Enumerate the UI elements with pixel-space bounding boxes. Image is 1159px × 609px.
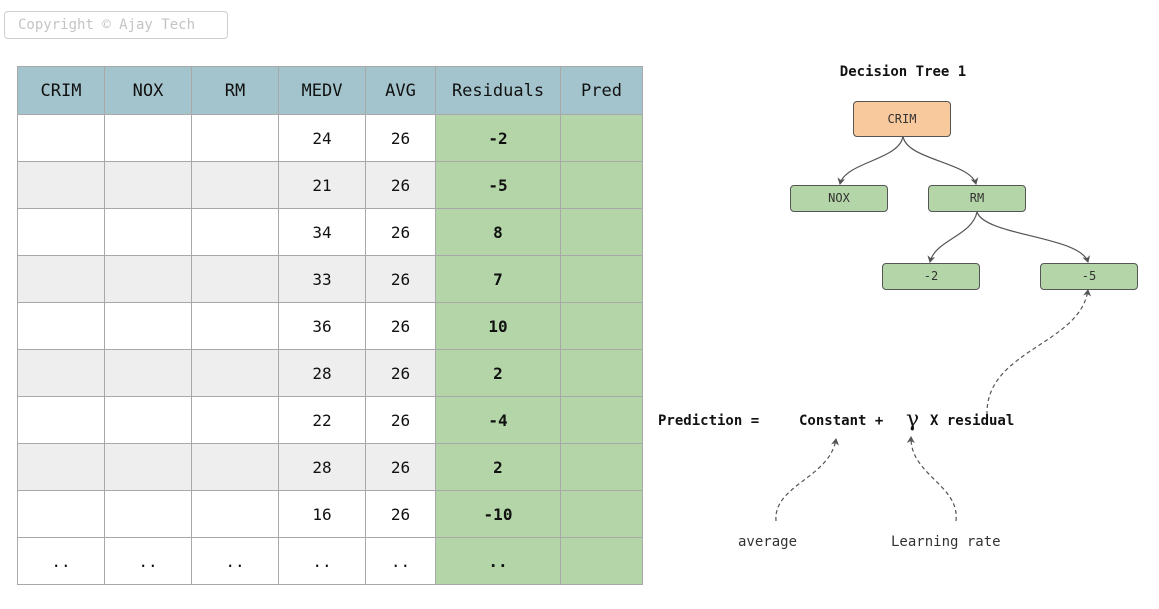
table-cell: 22 (278, 396, 366, 444)
table-cell (560, 349, 643, 397)
table-row: 36 26 10 (17, 302, 643, 350)
tree-title: Decision Tree 1 (839, 64, 967, 80)
table-cell (17, 349, 105, 397)
table-header-row: CRIM NOX RM MEDV AVG Residuals Pred (17, 66, 643, 115)
table-cell: 26 (365, 302, 436, 350)
table-cell (560, 255, 643, 303)
table-cell: 28 (278, 443, 366, 491)
table-cell (17, 255, 105, 303)
tree-leaf-left: -2 (882, 263, 980, 290)
tree-node-left: NOX (790, 185, 888, 212)
copyright-label: Copyright © Ajay Tech (4, 11, 228, 39)
table-cell (17, 302, 105, 350)
header-avg: AVG (365, 66, 436, 115)
table-cell (17, 161, 105, 209)
dashed-arrow-average (775, 438, 840, 522)
table-cell: 28 (278, 349, 366, 397)
table-cell: -10 (435, 490, 561, 538)
table-cell (104, 443, 192, 491)
table-cell (191, 255, 279, 303)
table-cell: 33 (278, 255, 366, 303)
note-learning-rate: Learning rate (891, 534, 1001, 550)
note-average: average (738, 534, 798, 550)
table-cell (191, 161, 279, 209)
table-cell: 7 (435, 255, 561, 303)
table-cell: .. (278, 537, 366, 585)
table-cell: 26 (365, 349, 436, 397)
table-cell: 26 (365, 208, 436, 256)
edge-rm-leaf-right (976, 211, 1091, 263)
header-residuals: Residuals (435, 66, 561, 115)
formula-residual: X residual (930, 413, 1015, 429)
table-row: 28 26 2 (17, 443, 643, 491)
table-cell: 26 (365, 490, 436, 538)
table-row: 22 26 -4 (17, 396, 643, 444)
table-cell: 26 (365, 114, 436, 162)
table-row: 21 26 -5 (17, 161, 643, 209)
dashed-arrow-residual (986, 289, 1092, 416)
table-cell: .. (365, 537, 436, 585)
table-row: ............ (17, 537, 643, 585)
edge-crim-rm (902, 135, 979, 185)
table-cell: 24 (278, 114, 366, 162)
table-cell (104, 161, 192, 209)
table-cell: 2 (435, 443, 561, 491)
table-cell: 26 (365, 396, 436, 444)
table-cell (104, 302, 192, 350)
tree-leaf-right: -5 (1040, 263, 1138, 290)
table-cell (560, 490, 643, 538)
table-cell (191, 443, 279, 491)
table-cell: 16 (278, 490, 366, 538)
table-cell: 21 (278, 161, 366, 209)
table-cell (104, 349, 192, 397)
table-cell (191, 396, 279, 444)
table-cell (560, 161, 643, 209)
tree-node-right: RM (928, 185, 1026, 212)
table-cell (191, 114, 279, 162)
header-crim: CRIM (17, 66, 105, 115)
table-cell (104, 396, 192, 444)
edge-rm-leaf-left (927, 211, 978, 263)
table-cell: .. (191, 537, 279, 585)
header-pred: Pred (560, 66, 643, 115)
tree-node-root: CRIM (853, 101, 951, 137)
table-row: 28 26 2 (17, 349, 643, 397)
edge-crim-nox (837, 135, 904, 185)
formula-gamma: γ (906, 407, 920, 432)
formula-prediction: Prediction = (658, 413, 760, 429)
table-cell (560, 443, 643, 491)
table-cell (560, 208, 643, 256)
table-cell (560, 302, 643, 350)
table-cell (104, 208, 192, 256)
formula-constant: Constant + (799, 413, 884, 429)
table-cell: -5 (435, 161, 561, 209)
header-medv: MEDV (278, 66, 366, 115)
table-cell: .. (435, 537, 561, 585)
table-cell (560, 537, 643, 585)
table-cell: 2 (435, 349, 561, 397)
table-cell (560, 114, 643, 162)
table-cell (104, 490, 192, 538)
table-row: 16 26 -10 (17, 490, 643, 538)
header-nox: NOX (104, 66, 192, 115)
table-row: 33 26 7 (17, 255, 643, 303)
dashed-arrow-learning-rate (906, 436, 957, 522)
table-cell (17, 114, 105, 162)
table-cell (560, 396, 643, 444)
table-cell: 8 (435, 208, 561, 256)
residuals-table: CRIM NOX RM MEDV AVG Residuals Pred 24 26… (17, 66, 643, 585)
table-cell: 26 (365, 255, 436, 303)
